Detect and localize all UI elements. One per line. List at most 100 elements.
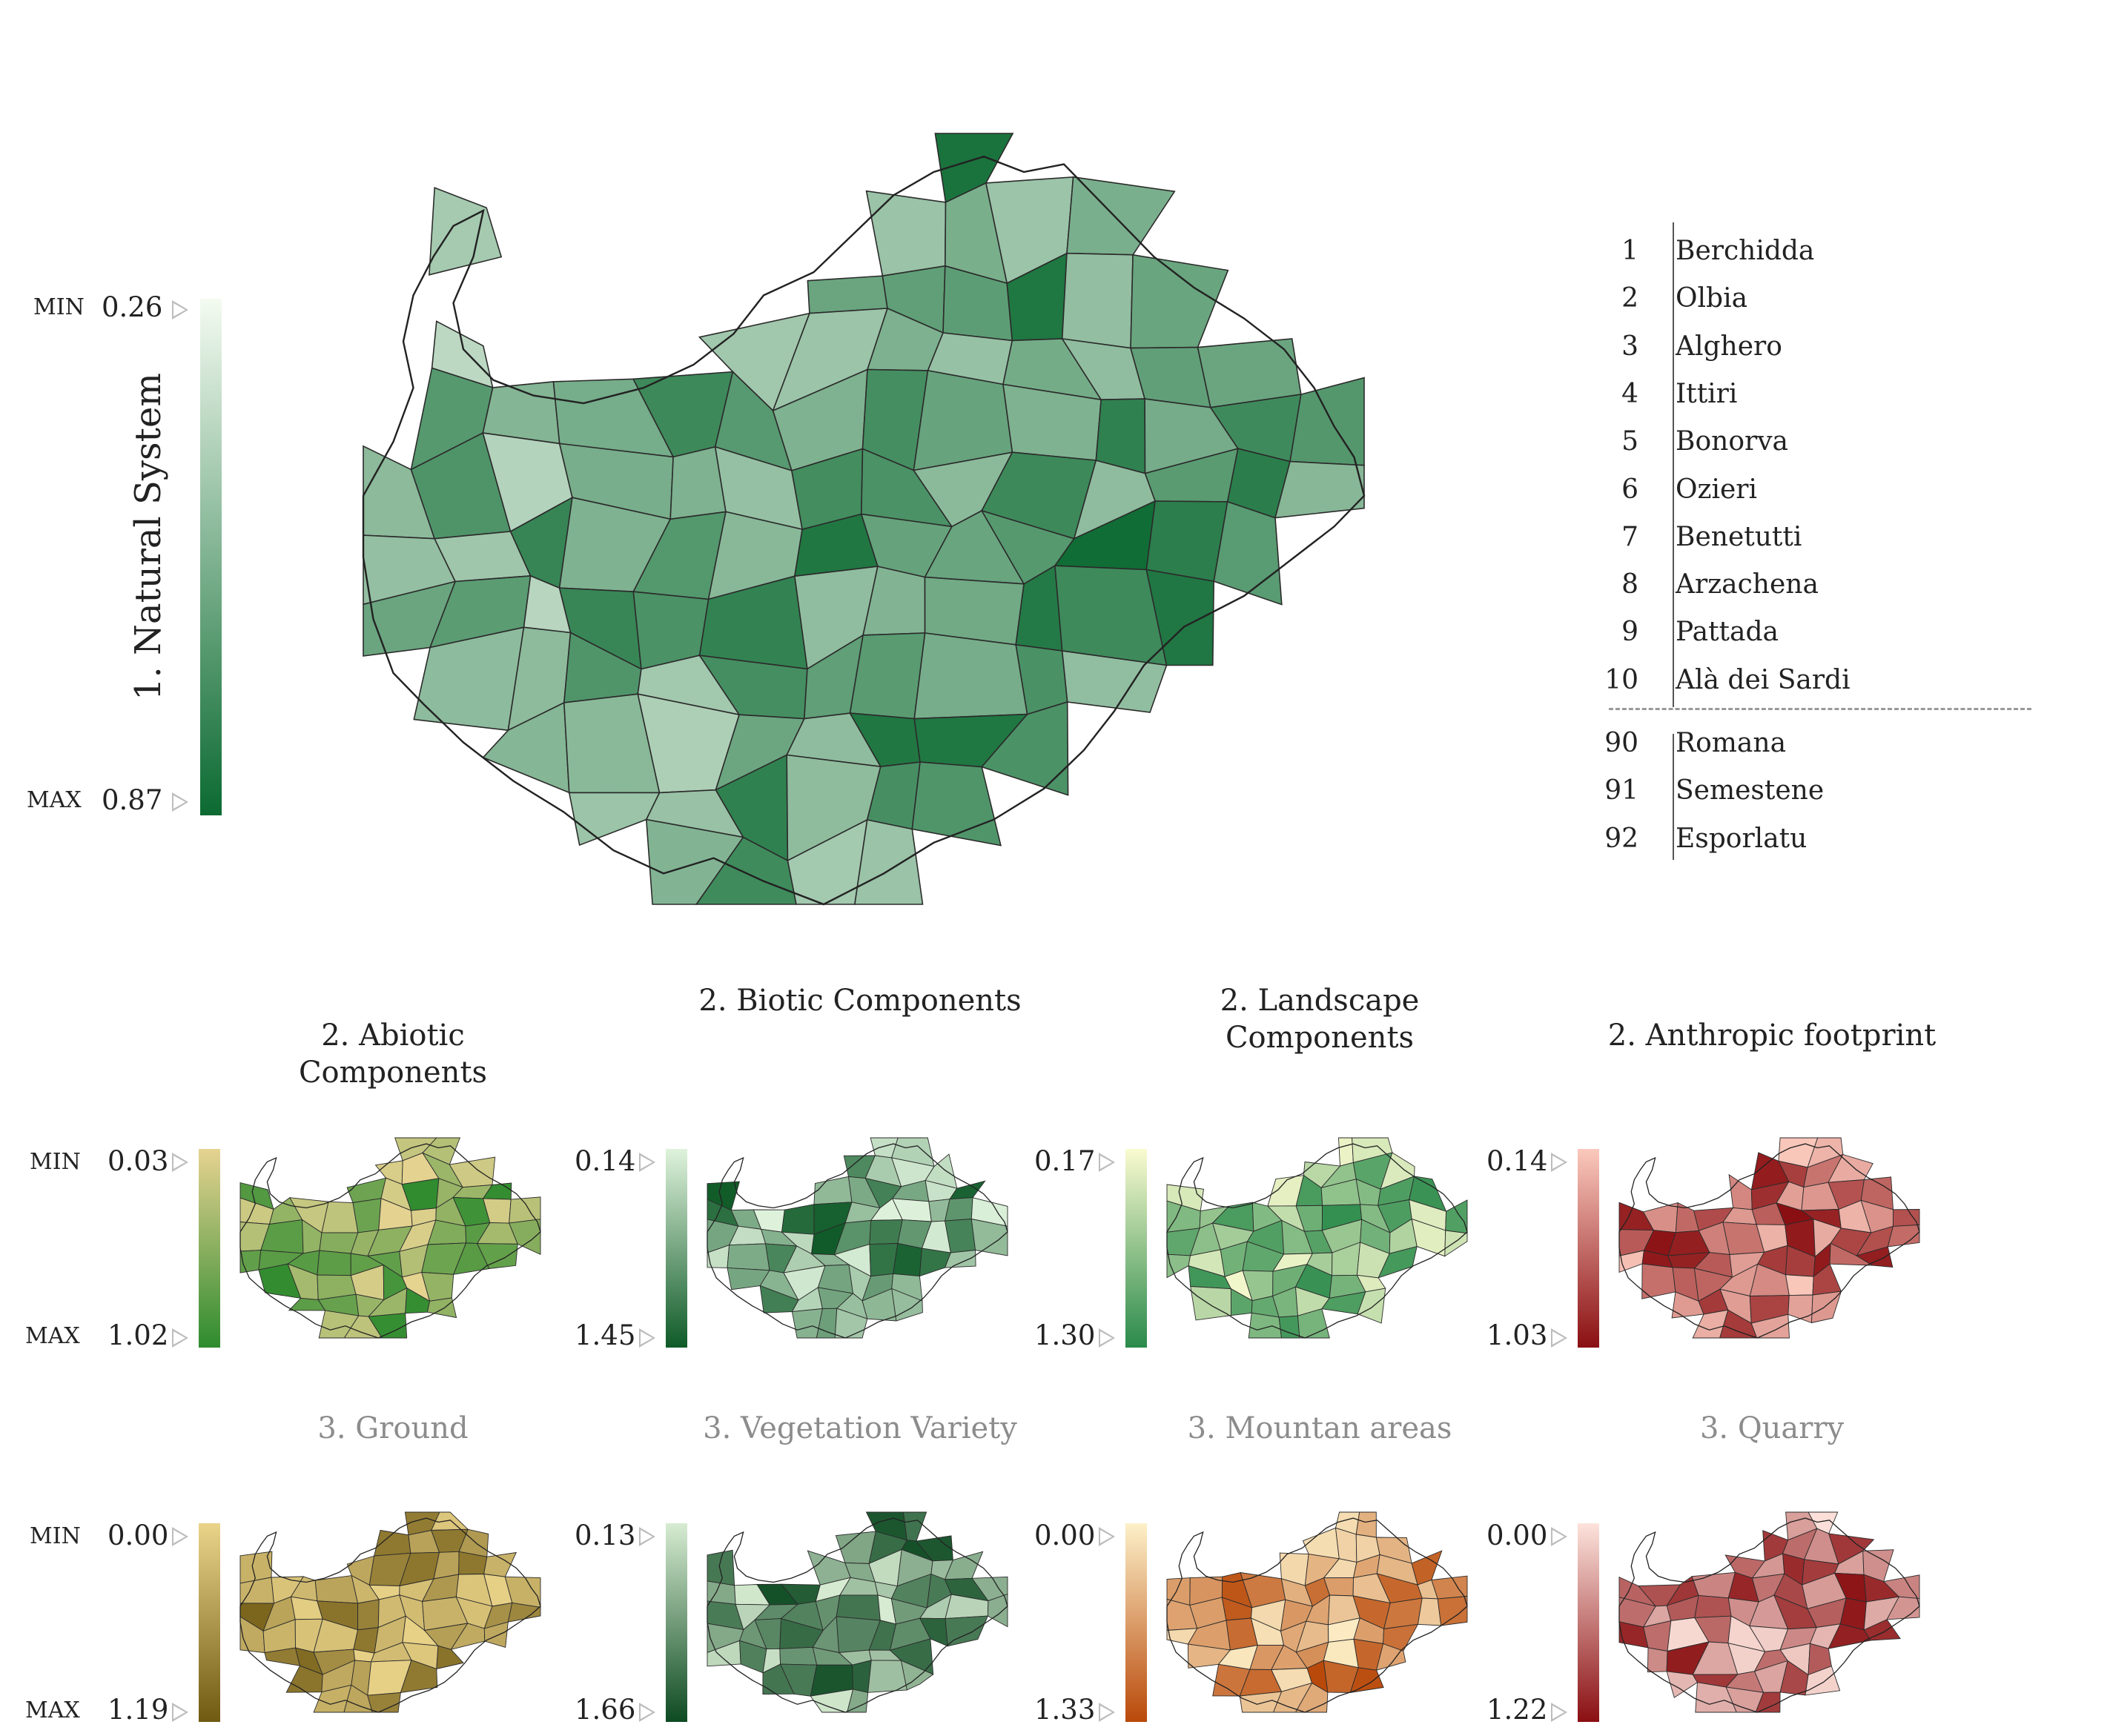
min-value: 0.17 xyxy=(1034,1145,1096,1177)
municipality-name: Esporlatu xyxy=(1676,823,1808,854)
municipality-region xyxy=(429,187,503,276)
colorbar xyxy=(1125,1149,1147,1348)
municipality-region xyxy=(902,1511,927,1542)
max-value: 1.22 xyxy=(1486,1694,1548,1726)
max-pointer xyxy=(1099,1703,1115,1722)
municipality-region xyxy=(1130,254,1229,349)
municipality-region xyxy=(1061,252,1134,349)
municipality-region xyxy=(1437,1596,1468,1626)
rank-number: 2 xyxy=(1621,283,1638,314)
municipality-region xyxy=(1750,1313,1790,1339)
min-value: 0.03 xyxy=(108,1145,169,1177)
municipality-region xyxy=(1755,1692,1781,1713)
min-value: 0.13 xyxy=(575,1520,636,1551)
municipality-region xyxy=(911,761,1002,847)
rank-number: 90 xyxy=(1604,728,1638,758)
max-value: 1.03 xyxy=(1486,1319,1548,1351)
colorbar xyxy=(1578,1523,1599,1722)
panel-title: 3. Ground xyxy=(317,1411,469,1445)
main-max-tag: MAX xyxy=(27,787,82,813)
rank-number: 92 xyxy=(1604,823,1638,854)
colorbar xyxy=(666,1149,687,1348)
max-pointer xyxy=(639,1328,655,1348)
min-pointer xyxy=(1099,1153,1115,1172)
colorbar xyxy=(666,1523,687,1722)
island-outline xyxy=(707,1517,1008,1713)
municipality-region xyxy=(707,1549,735,1586)
municipality-region xyxy=(813,1176,853,1205)
rank-number: 9 xyxy=(1621,617,1638,648)
rank-number: 3 xyxy=(1621,331,1638,362)
municipality-region xyxy=(1066,176,1176,256)
colorbar xyxy=(199,1523,220,1722)
municipality-region xyxy=(891,1288,923,1322)
max-pointer xyxy=(172,1328,188,1348)
municipality-region xyxy=(1694,1594,1732,1618)
municipality-region xyxy=(1213,500,1283,606)
ranking-dashed-separator xyxy=(1609,708,2031,710)
municipality-region xyxy=(1357,1288,1386,1324)
municipality-region xyxy=(945,1197,973,1222)
island-outline xyxy=(1618,1143,1920,1339)
municipality-region xyxy=(1785,1274,1814,1296)
municipality-region xyxy=(779,1646,818,1666)
choropleth-map xyxy=(707,1137,1008,1339)
choropleth-map xyxy=(1618,1511,1920,1713)
municipality-region xyxy=(1355,1511,1377,1538)
municipality-name: Olbia xyxy=(1676,283,1748,314)
max-pointer xyxy=(639,1703,655,1722)
max-pointer xyxy=(1551,1328,1567,1348)
island-outline xyxy=(239,1143,541,1339)
colorbar xyxy=(1125,1523,1147,1722)
rank-number: 10 xyxy=(1604,664,1638,695)
panel-title: 3. Vegetation Variety xyxy=(703,1411,1017,1445)
island-outline xyxy=(1166,1143,1468,1339)
max-tag: MAX xyxy=(25,1697,80,1723)
municipality-region xyxy=(945,1219,976,1253)
max-pointer xyxy=(1099,1328,1115,1348)
min-tag: MIN xyxy=(30,1523,81,1549)
choropleth-map xyxy=(239,1137,541,1339)
municipality-region xyxy=(1863,1619,1901,1641)
panel-title: 2. Abiotic Components xyxy=(298,1018,488,1090)
municipality-name: Bonorva xyxy=(1676,426,1788,457)
municipality-region xyxy=(509,1219,541,1255)
municipality-region xyxy=(869,1219,903,1245)
island-outline xyxy=(1618,1517,1920,1713)
min-pointer xyxy=(172,1527,188,1546)
island-outline xyxy=(362,155,1366,906)
municipality-region xyxy=(1061,650,1168,713)
panel-title: 2. Landscape Components xyxy=(1220,984,1420,1055)
municipality-region xyxy=(849,632,926,720)
municipality-region xyxy=(836,1594,881,1621)
municipality-region xyxy=(727,1243,770,1271)
municipality-region xyxy=(980,700,1069,796)
island-outline xyxy=(239,1517,541,1713)
min-value: 0.00 xyxy=(1486,1520,1548,1551)
municipality-region xyxy=(1190,1286,1231,1321)
municipality-region xyxy=(1887,1224,1920,1248)
max-value: 1.19 xyxy=(108,1694,169,1726)
main-axis-label: 1. Natural System xyxy=(128,373,169,700)
rank-number: 8 xyxy=(1621,569,1638,600)
municipality-region xyxy=(353,1627,379,1654)
island-outline xyxy=(1166,1517,1468,1713)
municipality-region xyxy=(317,1250,351,1276)
municipality-region xyxy=(1647,1647,1668,1673)
max-value: 1.30 xyxy=(1034,1319,1096,1351)
municipality-region xyxy=(944,1249,976,1268)
colorbar xyxy=(1578,1149,1599,1348)
municipality-region xyxy=(1805,1666,1841,1696)
min-pointer xyxy=(1551,1153,1567,1172)
main-min-value: 0.26 xyxy=(102,291,163,323)
municipality-name: Arzachena xyxy=(1676,569,1819,600)
municipality-region xyxy=(847,1689,869,1713)
natural-system-main-map xyxy=(362,133,1366,906)
max-pointer xyxy=(1551,1703,1567,1722)
municipality-region xyxy=(1289,377,1365,466)
min-pointer xyxy=(172,1153,188,1172)
municipality-region xyxy=(913,632,1028,720)
municipality-region xyxy=(436,1645,464,1670)
choropleth-map xyxy=(1166,1137,1468,1339)
municipality-region xyxy=(368,1313,408,1339)
